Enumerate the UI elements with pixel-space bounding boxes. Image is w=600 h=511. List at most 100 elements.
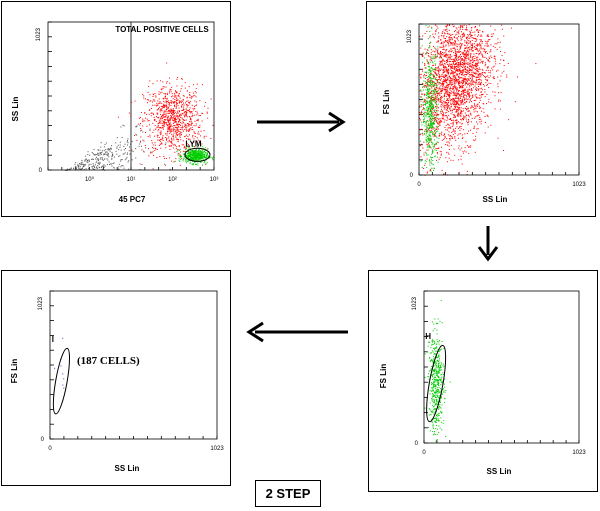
data-point <box>503 65 505 67</box>
data-point <box>480 34 482 36</box>
data-point <box>484 96 486 98</box>
data-point <box>187 136 189 138</box>
data-point <box>465 65 467 67</box>
data-point <box>448 124 450 126</box>
data-point <box>476 68 478 70</box>
data-point <box>445 25 447 27</box>
data-point <box>444 67 446 69</box>
data-point <box>432 132 434 134</box>
data-point <box>176 150 178 152</box>
data-point <box>438 353 440 355</box>
data-point <box>434 91 436 93</box>
data-point <box>501 55 503 57</box>
data-point <box>164 116 166 118</box>
data-point <box>466 86 468 88</box>
data-point <box>174 145 176 147</box>
data-point <box>443 65 445 67</box>
data-point <box>481 41 483 43</box>
data-point <box>143 95 145 97</box>
data-point <box>168 130 170 132</box>
data-point <box>196 158 198 160</box>
data-point <box>443 69 445 71</box>
data-point <box>462 86 464 88</box>
data-point <box>429 146 431 148</box>
data-point <box>420 73 422 75</box>
data-point <box>111 165 113 167</box>
data-point <box>473 103 475 105</box>
data-point <box>201 152 203 154</box>
data-point <box>444 101 446 103</box>
data-point <box>434 135 436 137</box>
data-point <box>463 52 465 54</box>
data-point <box>493 76 495 78</box>
data-point <box>448 56 450 58</box>
data-point <box>170 101 172 103</box>
data-point <box>435 79 437 81</box>
data-point <box>459 69 461 71</box>
data-point <box>199 135 201 137</box>
data-point <box>488 82 490 84</box>
data-point <box>476 79 478 81</box>
data-point <box>437 126 439 128</box>
data-point <box>434 388 436 390</box>
data-point <box>169 140 171 142</box>
data-point <box>476 69 478 71</box>
data-point <box>476 70 478 72</box>
data-point <box>123 145 125 147</box>
data-point <box>457 113 459 115</box>
data-point <box>450 63 452 65</box>
data-point <box>423 107 425 109</box>
data-point <box>157 109 159 111</box>
data-point <box>439 76 441 78</box>
data-point <box>463 90 465 92</box>
data-point <box>193 157 195 159</box>
data-point <box>432 431 434 433</box>
data-point <box>430 130 432 132</box>
data-point <box>472 58 474 60</box>
data-point <box>109 164 111 166</box>
data-point <box>149 94 151 96</box>
data-point <box>428 25 430 27</box>
data-point <box>444 104 446 106</box>
data-point <box>428 80 430 82</box>
data-point <box>431 97 433 99</box>
data-point <box>470 44 472 46</box>
data-point <box>433 117 435 119</box>
data-point <box>474 117 476 119</box>
data-point <box>192 115 194 117</box>
data-point <box>429 101 431 103</box>
data-point <box>475 48 477 50</box>
data-point <box>85 168 87 170</box>
data-point <box>471 68 473 70</box>
data-point <box>176 123 178 125</box>
data-point <box>160 138 162 140</box>
data-point <box>459 48 461 50</box>
data-point <box>435 30 437 32</box>
data-point <box>438 88 440 90</box>
data-point <box>454 154 456 156</box>
data-point <box>479 58 481 60</box>
data-point <box>434 134 436 136</box>
data-point <box>469 49 471 51</box>
data-point <box>195 164 197 166</box>
data-point <box>430 136 432 138</box>
data-point <box>150 112 152 114</box>
data-point <box>439 94 441 96</box>
data-point <box>481 71 483 73</box>
data-point <box>420 104 422 106</box>
data-point <box>448 84 450 86</box>
gate-label: I <box>52 335 54 344</box>
data-point <box>435 368 437 370</box>
data-point <box>151 107 153 109</box>
data-point <box>444 63 446 65</box>
data-point <box>166 106 168 108</box>
data-point <box>466 114 468 116</box>
data-point <box>88 160 90 162</box>
data-point <box>149 124 151 126</box>
data-point <box>424 67 426 69</box>
data-point <box>428 66 430 68</box>
data-point <box>468 37 470 39</box>
data-point <box>176 124 178 126</box>
data-point <box>453 91 455 93</box>
data-point <box>431 73 433 75</box>
